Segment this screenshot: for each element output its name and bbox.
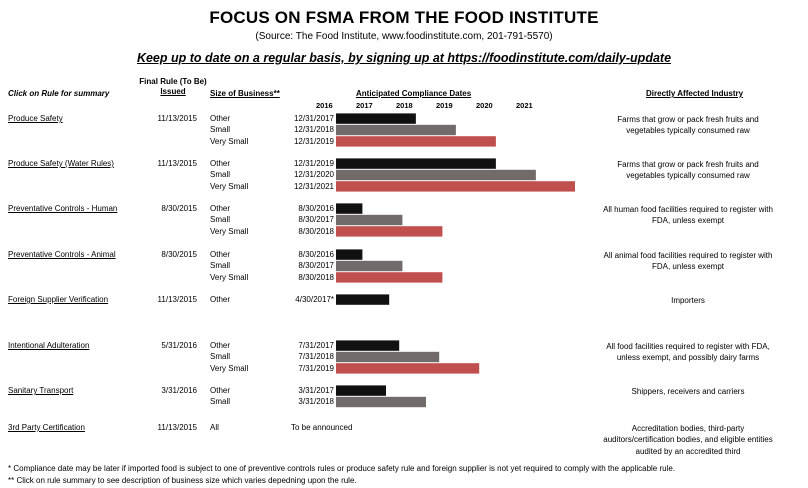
business-size-label: Small (210, 261, 231, 271)
business-size-label: Other (210, 341, 231, 350)
compliance-bar (336, 214, 403, 226)
compliance-date-label: 7/31/2018 (298, 352, 334, 362)
column-header-final-rule: Final Rule (To Be) Issued (139, 77, 207, 96)
compliance-date-label: 8/30/2016 (298, 204, 334, 213)
compliance-date-label: 3/31/2017 (298, 386, 334, 395)
year-tick-label: 2019 (436, 101, 453, 110)
footnote-2: ** Click on rule summary to see descript… (8, 476, 357, 485)
business-size-label: Small (210, 352, 231, 362)
year-tick-label: 2020 (476, 101, 493, 110)
compliance-date-label: 12/31/2019 (293, 136, 334, 146)
business-size-label: Other (210, 159, 231, 168)
compliance-bar (336, 260, 403, 272)
business-size-label: Very Small (210, 363, 249, 373)
rule-summary-link[interactable]: Produce Safety (8, 114, 63, 123)
business-size-label: Very Small (210, 272, 249, 282)
compliance-date-label: 7/31/2019 (298, 363, 334, 373)
compliance-bar (336, 340, 400, 351)
compliance-date-label: To be announced (291, 423, 353, 432)
compliance-bar (336, 363, 480, 374)
business-size-label: Small (210, 215, 231, 225)
business-size-label: Small (210, 125, 231, 135)
issued-date: 11/13/2015 (157, 159, 197, 168)
column-header-industry: Directly Affected Industry (646, 89, 744, 98)
year-tick-label: 2018 (396, 101, 413, 110)
rule-summary-link[interactable]: Produce Safety (Water Rules) (8, 159, 114, 168)
compliance-date-label: 4/30/2017* (295, 295, 334, 304)
compliance-bar (336, 272, 443, 283)
business-size-label: Very Small (210, 181, 249, 191)
issued-date: 11/13/2015 (157, 114, 197, 123)
page-title: FOCUS ON FSMA FROM THE FOOD INSTITUTE (209, 8, 599, 27)
compliance-date-label: 12/31/2021 (293, 181, 334, 191)
compliance-date-label: 8/30/2018 (298, 226, 334, 236)
business-size-label: Other (210, 204, 231, 213)
issued-date: 8/30/2015 (161, 204, 197, 213)
business-size-label: Other (210, 114, 231, 123)
compliance-date-label: 12/31/2018 (293, 125, 334, 135)
affected-industry: Accreditation bodies, third-party audito… (603, 424, 773, 456)
compliance-bar (336, 181, 575, 192)
compliance-bar (336, 396, 426, 408)
daily-update-link[interactable]: Keep up to date on a regular basis, by s… (136, 51, 672, 65)
issued-date: 3/31/2016 (161, 386, 197, 395)
business-size-label: Other (210, 295, 231, 304)
compliance-bar (336, 385, 386, 396)
business-size-label: Very Small (210, 226, 249, 236)
compliance-bar (336, 124, 456, 136)
compliance-date-label: 8/30/2017 (298, 215, 334, 225)
affected-industry: Farms that grow or pack fresh fruits and… (617, 160, 759, 181)
column-header-final-rule-line2: Issued (160, 87, 186, 96)
compliance-bar (336, 113, 416, 124)
column-header-size: Size of Business** (210, 89, 280, 98)
compliance-bar (336, 351, 440, 363)
column-header-rule: Click on Rule for summary (8, 89, 110, 98)
compliance-bar (336, 136, 496, 147)
affected-industry: All human food facilities required to re… (603, 205, 773, 226)
affected-industry: All food facilities required to register… (606, 342, 770, 363)
rule-summary-link[interactable]: Preventative Controls - Human (8, 204, 118, 213)
compliance-date-label: 12/31/2020 (293, 170, 334, 180)
business-size-label: Other (210, 250, 231, 259)
issued-date: 11/13/2015 (157, 295, 197, 304)
issued-date: 11/13/2015 (157, 423, 197, 432)
business-size-label: Small (210, 397, 231, 407)
business-size-label: Small (210, 170, 231, 180)
issued-date: 8/30/2015 (161, 250, 197, 259)
rule-summary-link[interactable]: 3rd Party Certification (8, 423, 85, 432)
compliance-bar (336, 203, 363, 214)
source-line: (Source: The Food Institute, www.foodins… (255, 31, 553, 42)
year-tick-label: 2017 (356, 101, 373, 110)
compliance-bar (336, 158, 496, 169)
compliance-date-label: 12/31/2019 (293, 159, 334, 168)
year-tick-label: 2021 (516, 101, 533, 110)
compliance-date-label: 8/30/2016 (298, 250, 334, 259)
affected-industry: Shippers, receivers and carriers (631, 387, 745, 396)
rule-summary-link[interactable]: Foreign Supplier Verification (8, 295, 109, 304)
affected-industry: Farms that grow or pack fresh fruits and… (617, 115, 759, 136)
compliance-date-label: 7/31/2017 (298, 341, 334, 350)
compliance-bar (336, 294, 390, 305)
compliance-bar (336, 169, 536, 181)
affected-industry: All animal food facilities required to r… (603, 251, 773, 272)
compliance-date-label: 12/31/2017 (293, 114, 334, 123)
business-size-label: Very Small (210, 136, 249, 146)
issued-date: 5/31/2016 (161, 341, 197, 350)
rule-summary-link[interactable]: Intentional Adulteration (8, 341, 90, 350)
year-tick-label: 2016 (316, 101, 333, 110)
rule-summary-link[interactable]: Sanitary Transport (8, 386, 74, 395)
compliance-bar (336, 249, 363, 260)
compliance-bar (336, 226, 443, 237)
compliance-date-label: 3/31/2018 (298, 397, 334, 407)
column-header-dates: Anticipated Compliance Dates (356, 89, 472, 98)
column-header-final-rule-line1: Final Rule (To Be) (139, 77, 207, 86)
compliance-date-label: 8/30/2017 (298, 261, 334, 271)
business-size-label: Other (210, 386, 231, 395)
rule-summary-link[interactable]: Preventative Controls - Animal (8, 250, 116, 259)
footnote-1: * Compliance date may be later if import… (8, 464, 676, 473)
compliance-date-label: 8/30/2018 (298, 272, 334, 282)
business-size-label: All (210, 423, 219, 432)
affected-industry: Importers (671, 296, 705, 305)
